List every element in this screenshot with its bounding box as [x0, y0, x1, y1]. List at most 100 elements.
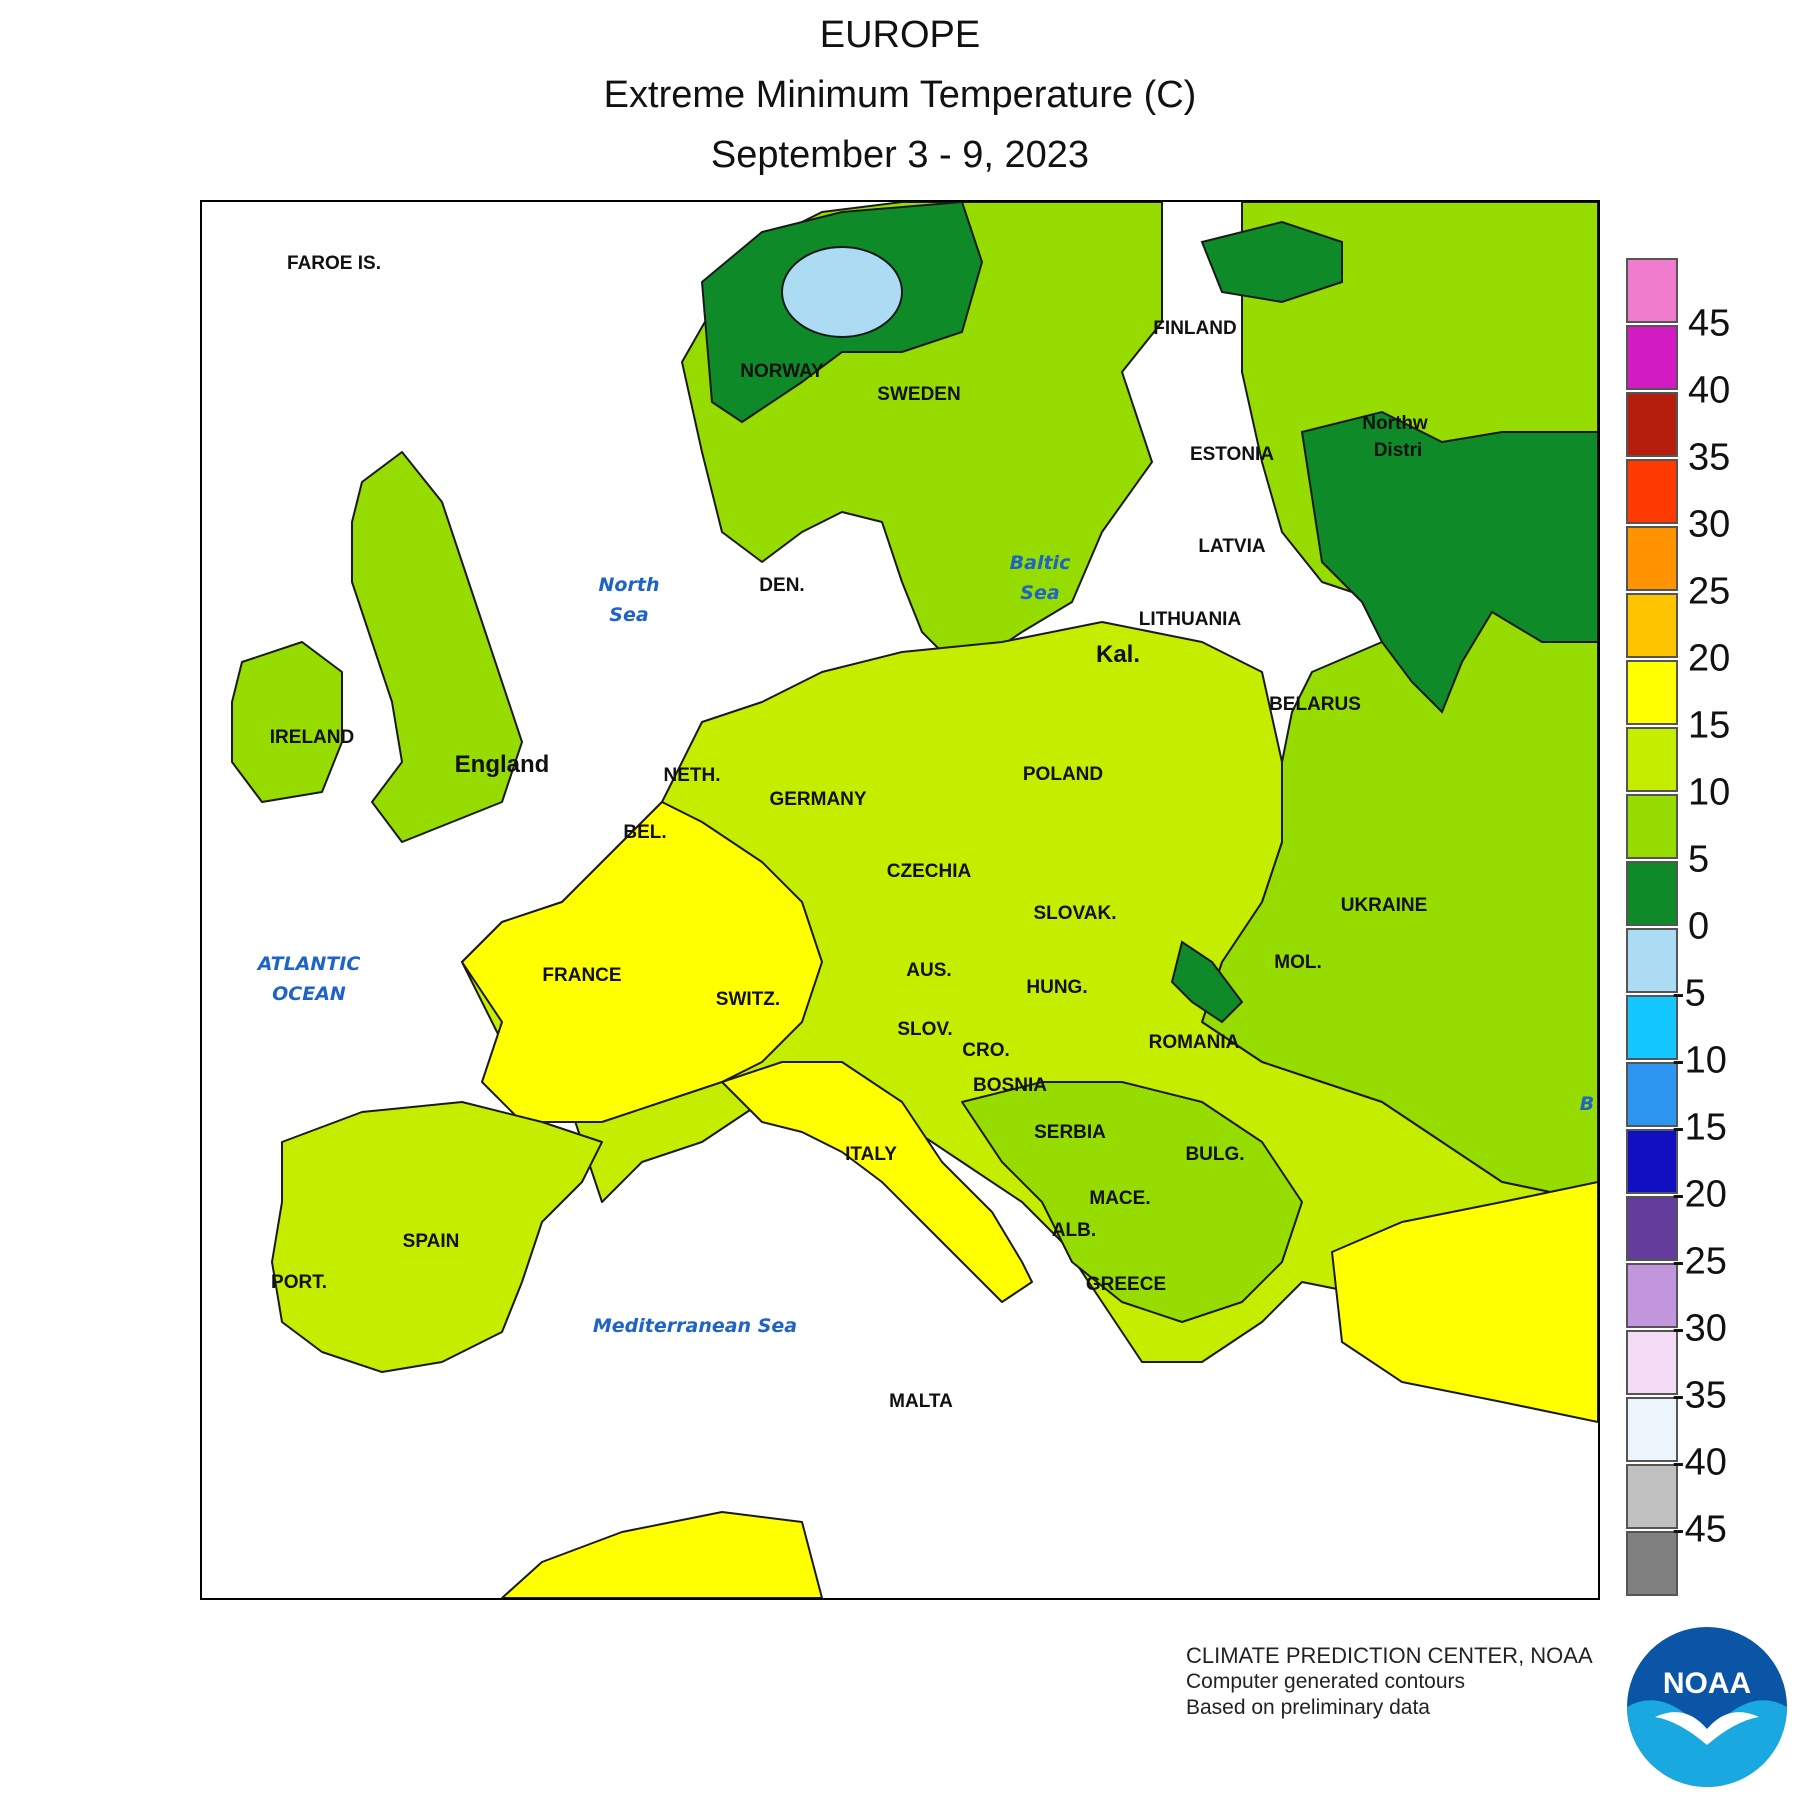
- map-title-region: EUROPE: [819, 14, 981, 56]
- legend-swatch: [1626, 1062, 1678, 1127]
- map-contours: [231, 202, 1598, 1598]
- legend-tick-label: 0: [1688, 905, 1710, 948]
- label-italy: ITALY: [845, 1144, 897, 1165]
- label-belgium: BEL.: [623, 822, 667, 843]
- label-poland: POLAND: [1022, 764, 1104, 785]
- contour-cold-romania: [1170, 940, 1244, 1024]
- color-legend: 45 40 35 30 25 20 15 10 5 0 -5 -10 -15 -20 -25 -30 -35 -4…: [1626, 258, 1730, 1598]
- label-moldova: MOL.: [1274, 952, 1322, 973]
- label-atlantic-ocean: ATLANTIC OCEAN: [257, 953, 361, 1005]
- legend-tick-label: -35: [1672, 1374, 1727, 1417]
- legend-swatch: [1626, 1397, 1678, 1462]
- label-sweden: SWEDEN: [877, 384, 961, 405]
- legend-tick-label: 25: [1688, 570, 1731, 613]
- label-germany: GERMANY: [769, 789, 867, 810]
- legend-tick-label: 10: [1688, 771, 1731, 814]
- legend-swatch: [1626, 1196, 1678, 1261]
- legend-tick-label: -10: [1672, 1039, 1727, 1082]
- legend-swatch: [1626, 1464, 1678, 1529]
- legend-swatch: [1626, 861, 1678, 926]
- contour-cold-finland: [1200, 220, 1343, 304]
- legend-tick-label: -40: [1672, 1441, 1727, 1484]
- legend-tick-label: 5: [1688, 838, 1710, 881]
- label-mediterranean-sea: Mediterranean Sea: [592, 1315, 798, 1337]
- land-turkey: [1331, 1181, 1598, 1423]
- label-netherlands: NETH.: [663, 765, 721, 786]
- legend-swatch: [1626, 995, 1678, 1060]
- credit-line-3: Based on preliminary data: [1186, 1696, 1430, 1719]
- noaa-logo-icon: NOAA: [1627, 1627, 1787, 1787]
- map-title-variable: Extreme Minimum Temperature (C): [603, 74, 1197, 116]
- label-lithuania: LITHUANIA: [1138, 609, 1242, 630]
- label-finland: FINLAND: [1153, 318, 1237, 339]
- legend-swatch: [1626, 392, 1678, 457]
- label-slovakia: SLOVAK.: [1033, 903, 1117, 924]
- temperature-map: FAROE IS. NORWAY SWEDEN FINLAND ESTONIA …: [200, 200, 1600, 1600]
- label-romania: ROMANIA: [1148, 1032, 1240, 1053]
- label-faroe: FAROE IS.: [287, 253, 381, 274]
- legend-tick-label: -5: [1672, 972, 1706, 1015]
- label-ukraine: UKRAINE: [1340, 895, 1428, 916]
- label-macedonia: MACE.: [1089, 1188, 1151, 1209]
- credit-line-2: Computer generated contours: [1186, 1670, 1465, 1693]
- credits: CLIMATE PREDICTION CENTER, NOAA Computer…: [1186, 1643, 1593, 1721]
- legend-swatch: [1626, 459, 1678, 524]
- label-norway: NORWAY: [740, 361, 824, 382]
- label-northwest-district-2: Distri: [1373, 440, 1423, 461]
- label-france: FRANCE: [542, 965, 622, 986]
- label-estonia: ESTONIA: [1189, 444, 1275, 465]
- label-malta: MALTA: [889, 1391, 953, 1412]
- legend-tick-label: 15: [1688, 704, 1731, 747]
- legend-swatch: [1626, 1330, 1678, 1395]
- legend-swatch: [1626, 1263, 1678, 1328]
- label-kaliningrad: Kal.: [1095, 641, 1141, 668]
- legend-tick-label: 40: [1688, 369, 1731, 412]
- label-bulgaria: BULG.: [1185, 1144, 1245, 1165]
- credit-line-1: CLIMATE PREDICTION CENTER, NOAA: [1186, 1643, 1593, 1668]
- land-iberia: [271, 1101, 603, 1373]
- legend-tick-label: -20: [1672, 1173, 1727, 1216]
- label-north-sea: North Sea: [598, 574, 660, 626]
- label-spain: SPAIN: [402, 1231, 460, 1252]
- legend-swatch: [1626, 727, 1678, 792]
- legend-swatch: [1626, 325, 1678, 390]
- label-portugal: PORT.: [271, 1272, 327, 1293]
- label-denmark: DEN.: [759, 575, 805, 596]
- label-croatia: CRO.: [962, 1040, 1010, 1061]
- legend-swatch: [1626, 794, 1678, 859]
- label-slovenia: SLOV.: [897, 1019, 953, 1040]
- label-belarus: BELARUS: [1269, 694, 1361, 715]
- legend-swatch: [1626, 258, 1678, 323]
- label-bosnia: BOSNIA: [973, 1075, 1047, 1096]
- label-latvia: LATVIA: [1198, 536, 1266, 557]
- map-title-period: September 3 - 9, 2023: [710, 134, 1090, 176]
- label-black-sea-partial: B: [1579, 1093, 1595, 1115]
- land-italy: [721, 1061, 1033, 1303]
- legend-swatch: [1626, 660, 1678, 725]
- legend-tick-label: -45: [1672, 1508, 1727, 1551]
- legend-tick-label: -30: [1672, 1307, 1727, 1350]
- label-serbia: SERBIA: [1034, 1122, 1106, 1143]
- legend-swatch: [1626, 1129, 1678, 1194]
- land-great-britain: [351, 451, 523, 843]
- legend-swatch: [1626, 928, 1678, 993]
- label-austria: AUS.: [906, 960, 952, 981]
- legend-swatch: [1626, 526, 1678, 591]
- label-greece: GREECE: [1085, 1274, 1167, 1295]
- label-ireland: IRELAND: [269, 727, 355, 748]
- label-switzerland: SWITZ.: [715, 989, 781, 1010]
- label-baltic-sea: Baltic Sea: [1009, 552, 1071, 604]
- land-north-africa: [501, 1511, 823, 1598]
- label-hungary: HUNG.: [1026, 977, 1088, 998]
- label-northwest-district-1: Northw: [1362, 413, 1428, 434]
- legend-swatch: [1626, 1531, 1678, 1596]
- contour-cold-russia: [1300, 410, 1598, 714]
- legend-tick-label: -15: [1672, 1106, 1727, 1149]
- contour-subzero-norway: [781, 246, 903, 338]
- noaa-logo-text: NOAA: [1663, 1667, 1751, 1700]
- legend-swatch: [1626, 593, 1678, 658]
- legend-tick-label: -25: [1672, 1240, 1727, 1283]
- legend-tick-label: 45: [1688, 302, 1731, 345]
- land-balkans: [961, 1081, 1303, 1323]
- legend-tick-label: 30: [1688, 503, 1731, 546]
